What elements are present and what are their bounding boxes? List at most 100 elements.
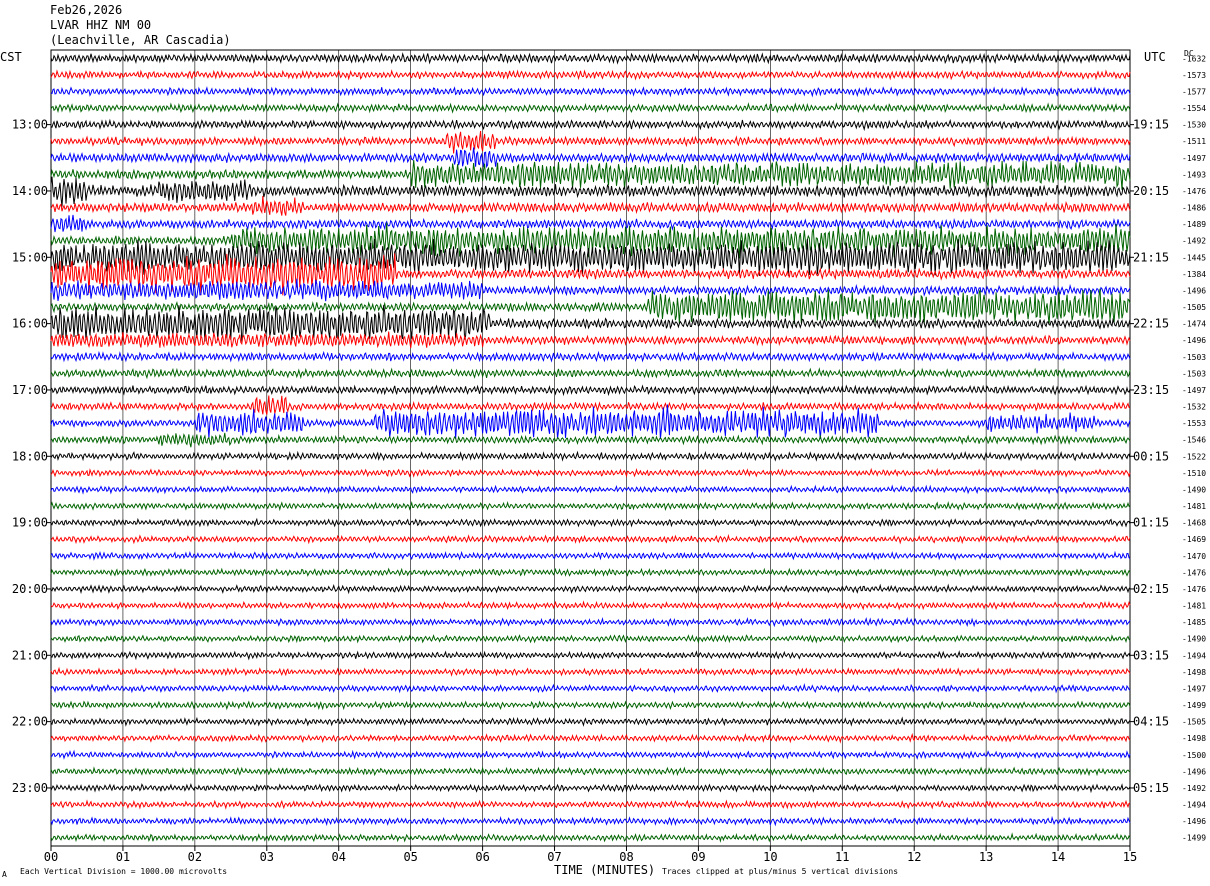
trace-row-2 — [50, 69, 1131, 81]
left-hour-label: 18:00 — [12, 449, 48, 463]
trace-row-29 — [50, 517, 1131, 528]
dc-offset-label: -1632 — [1182, 54, 1206, 63]
dc-offset-label: -1486 — [1182, 204, 1206, 213]
trace-row-36 — [50, 634, 1131, 644]
trace-row-24 — [50, 432, 1131, 448]
station-location: (Leachville, AR Cascadia) — [50, 33, 231, 47]
right-hour-label: 00:15 — [1133, 449, 1169, 463]
trace-row-26 — [50, 467, 1131, 478]
dc-offset-label: -1554 — [1182, 104, 1206, 113]
trace-row-33 — [50, 583, 1131, 595]
trace-row-20 — [50, 367, 1131, 380]
footer-mark: A — [2, 870, 7, 879]
trace-row-47 — [50, 815, 1131, 827]
dc-offset-label: -1489 — [1182, 220, 1206, 229]
trace-row-10 — [50, 195, 1131, 216]
right-hour-label: 21:15 — [1133, 250, 1169, 264]
dc-offset-label: -1497 — [1182, 684, 1206, 693]
dc-offset-label: -1522 — [1182, 452, 1206, 461]
left-timezone-label: CST — [0, 50, 22, 64]
x-tick-label: 13 — [979, 850, 993, 864]
trace-row-35 — [50, 616, 1131, 628]
trace-row-32 — [50, 567, 1131, 578]
x-axis-title: TIME (MINUTES) — [554, 863, 656, 877]
dc-offset-label: -1494 — [1182, 651, 1206, 660]
trace-row-22 — [50, 395, 1131, 415]
clip-note: Traces clipped at plus/minus 5 vertical … — [662, 867, 899, 876]
right-hour-label: 23:15 — [1133, 383, 1169, 397]
trace-row-48 — [50, 832, 1131, 843]
left-hour-label: 23:00 — [12, 781, 48, 795]
trace-row-4 — [50, 102, 1131, 114]
dc-offset-label: -1493 — [1182, 170, 1206, 179]
trace-row-44 — [50, 766, 1131, 777]
left-hour-label: 19:00 — [12, 516, 48, 530]
dc-offset-label: -1496 — [1182, 336, 1206, 345]
trace-row-14 — [50, 253, 1131, 296]
trace-row-40 — [50, 700, 1131, 711]
x-tick-label: 05 — [403, 850, 417, 864]
right-hour-label: 22:15 — [1133, 317, 1169, 331]
x-tick-label: 09 — [691, 850, 705, 864]
x-tick-label: 06 — [475, 850, 489, 864]
dc-offset-label: -1503 — [1182, 353, 1206, 362]
trace-row-13 — [50, 238, 1131, 277]
trace-row-3 — [50, 86, 1131, 98]
dc-offset-label: -1497 — [1182, 386, 1206, 395]
x-tick-label: 11 — [835, 850, 849, 864]
dc-offset-label: -1498 — [1182, 668, 1206, 677]
trace-row-43 — [50, 749, 1131, 760]
dc-offset-label: -1497 — [1182, 154, 1206, 163]
trace-row-8 — [50, 159, 1131, 190]
dc-offset-label: -1481 — [1182, 602, 1206, 611]
trace-row-9 — [50, 176, 1131, 207]
dc-offset-label: -1505 — [1182, 303, 1206, 312]
dc-offset-label: -1553 — [1182, 419, 1206, 428]
trace-row-18 — [50, 331, 1131, 349]
x-tick-label: 04 — [332, 850, 346, 864]
dc-offset-label: -1470 — [1182, 552, 1206, 561]
trace-row-12 — [50, 222, 1131, 259]
x-tick-label: 15 — [1123, 850, 1137, 864]
trace-row-6 — [50, 130, 1131, 154]
right-hour-label: 03:15 — [1133, 648, 1169, 662]
dc-offset-label: -1577 — [1182, 87, 1206, 96]
trace-row-27 — [50, 484, 1131, 495]
right-hour-label: 04:15 — [1133, 715, 1169, 729]
trace-row-41 — [50, 716, 1131, 727]
dc-offset-label: -1468 — [1182, 519, 1206, 528]
x-tick-label: 10 — [763, 850, 777, 864]
chart-date: Feb26,2026 — [50, 3, 123, 17]
dc-offset-label: -1511 — [1182, 137, 1206, 146]
right-hour-label: 05:15 — [1133, 781, 1169, 795]
x-tick-label: 14 — [1051, 850, 1065, 864]
right-hour-label: 02:15 — [1133, 582, 1169, 596]
dc-offset-label: -1503 — [1182, 369, 1206, 378]
left-hour-label: 15:00 — [12, 250, 48, 264]
dc-offset-label: -1384 — [1182, 270, 1206, 279]
left-hour-label: 16:00 — [12, 317, 48, 331]
dc-offset-label: -1490 — [1182, 485, 1206, 494]
left-hour-label: 13:00 — [12, 118, 48, 132]
dc-offset-label: -1530 — [1182, 121, 1206, 130]
station-id: LVAR HHZ NM 00 — [50, 18, 152, 32]
x-tick-label: 03 — [260, 850, 274, 864]
plot-frame — [50, 49, 1131, 847]
dc-offset-label: -1490 — [1182, 635, 1206, 644]
dc-offset-label: -1500 — [1182, 751, 1206, 760]
dc-offset-label: -1496 — [1182, 817, 1206, 826]
x-tick-label: 02 — [188, 850, 202, 864]
left-hour-label: 21:00 — [12, 648, 48, 662]
dc-offset-label: -1474 — [1182, 320, 1206, 329]
trace-row-11 — [50, 214, 1131, 233]
trace-row-37 — [50, 650, 1131, 661]
vertical-scale-note: Each Vertical Division = 1000.00 microvo… — [20, 867, 228, 876]
right-hour-label: 19:15 — [1133, 118, 1169, 132]
x-tick-label: 07 — [547, 850, 561, 864]
dc-offset-label: -1505 — [1182, 718, 1206, 727]
trace-row-42 — [50, 732, 1131, 744]
dc-offset-label: -1496 — [1182, 286, 1206, 295]
dc-offset-label: -1492 — [1182, 237, 1206, 246]
trace-row-19 — [50, 350, 1131, 363]
trace-row-7 — [50, 147, 1131, 169]
